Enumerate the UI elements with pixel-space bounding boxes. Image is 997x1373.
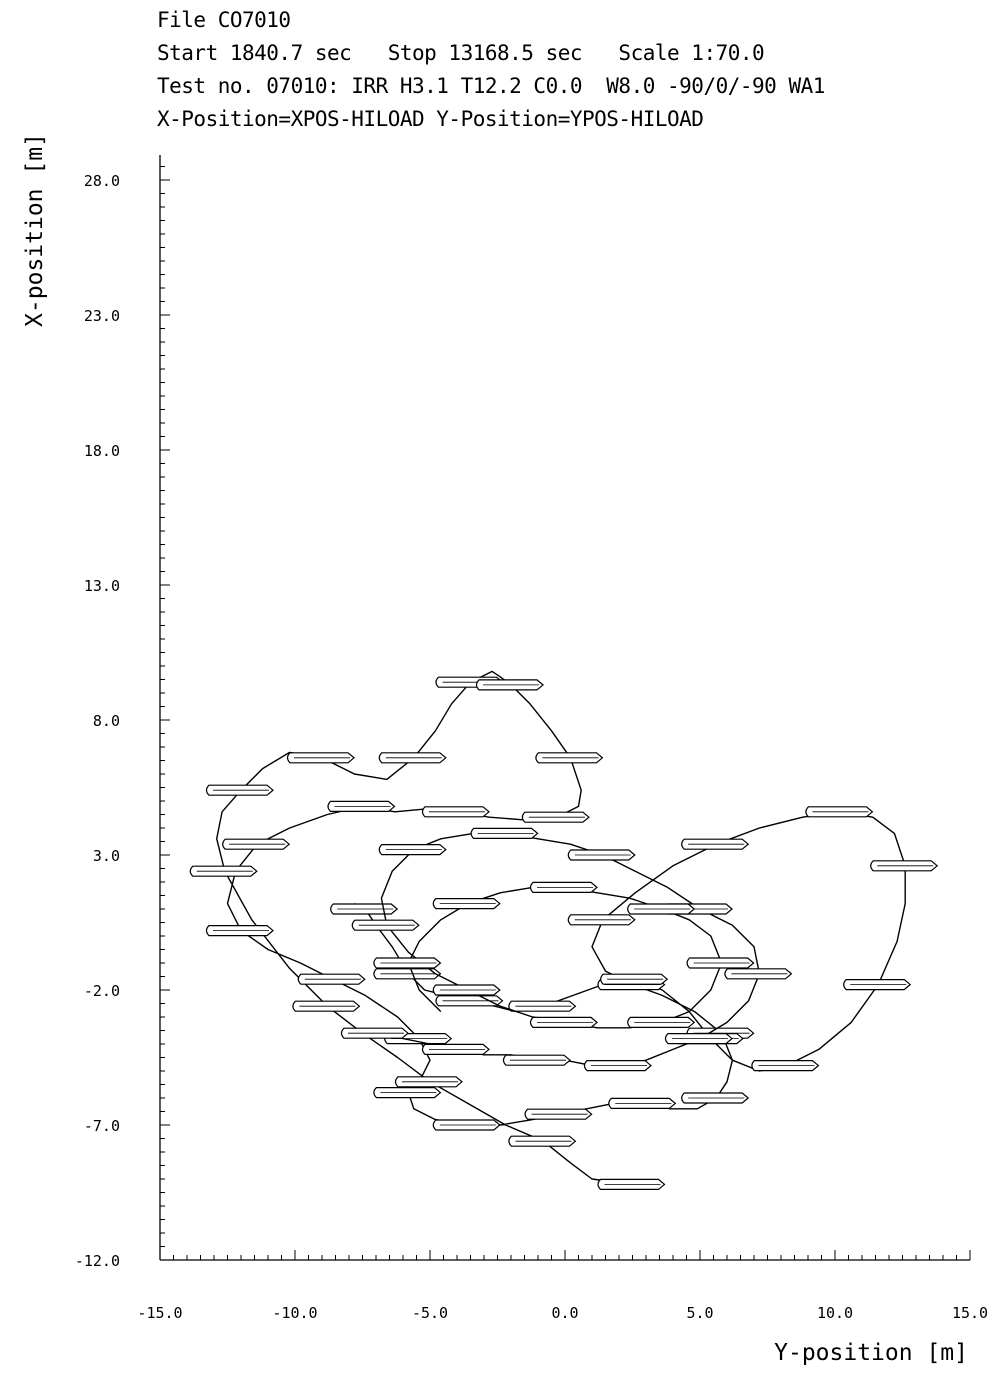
y-axis-title: X-position [m] [22, 133, 48, 327]
x-tick-label: 15.0 [952, 1304, 988, 1322]
y-tick-label: 13.0 [84, 577, 120, 595]
axes [159, 155, 971, 1261]
y-tick-label: 23.0 [84, 307, 120, 325]
x-tick-label: 10.0 [817, 1304, 853, 1322]
file-name-line: File CO7010 [157, 8, 291, 32]
y-tick-label: 18.0 [84, 442, 120, 460]
chart-header: File CO7010 Start 1840.7 sec Stop 13168.… [157, 4, 825, 136]
y-tick-label: -12.0 [75, 1252, 120, 1270]
y-tick-label: 8.0 [93, 712, 120, 730]
y-tick-label: -2.0 [84, 982, 120, 1000]
y-tick-label: -7.0 [84, 1117, 120, 1135]
x-tick-label: 5.0 [686, 1304, 713, 1322]
x-tick-label: -15.0 [137, 1304, 182, 1322]
x-tick-label: -10.0 [272, 1304, 317, 1322]
x-axis-title: Y-position [m] [774, 1340, 968, 1366]
tick-labels: -15.0 -10.0 -5.0 0.0 5.0 10.0 15.0 28.0 23.0 18.0… [75, 172, 988, 1322]
x-tick-label: -5.0 [412, 1304, 448, 1322]
time-range-line: Start 1840.7 sec Stop 13168.5 sec Scale … [157, 41, 765, 65]
y-tick-label: 28.0 [84, 172, 120, 190]
position-source-line: X-Position=XPOS-HILOAD Y-Position=YPOS-H… [157, 107, 704, 131]
y-tick-label: 3.0 [93, 847, 120, 865]
trajectory-line-1 [216, 670, 906, 1186]
x-tick-label: 0.0 [551, 1304, 578, 1322]
series-group [189, 670, 939, 1190]
test-info-line: Test no. 07010: IRR H3.1 T12.2 C0.0 W8.0… [157, 74, 825, 98]
